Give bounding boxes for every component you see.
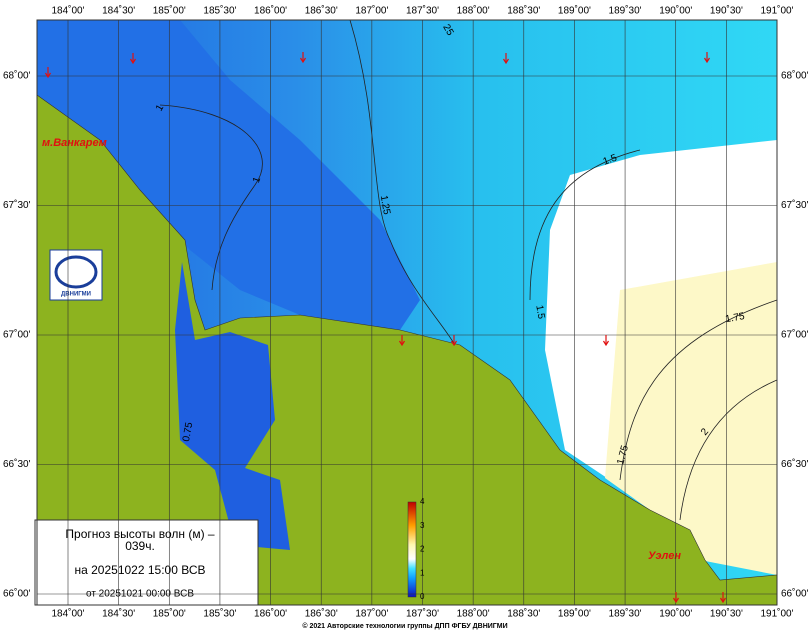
longitude-label: 187˚30' (406, 5, 439, 17)
longitude-label: 184˚00' (51, 608, 84, 620)
longitude-label: 190˚30' (710, 608, 743, 620)
latitude-label: 66˚30' (3, 458, 31, 470)
wave-arrow-head (602, 340, 610, 347)
latitude-label: 67˚30' (3, 199, 31, 211)
contour-label: 1.75 (615, 444, 631, 466)
contour-label: 1.25 (378, 194, 392, 216)
longitude-label: 187˚30' (406, 608, 439, 620)
longitude-label: 186˚30' (305, 608, 338, 620)
wave-arrow-head (502, 58, 510, 65)
longitude-label: 187˚00' (355, 5, 388, 17)
place-label: Уэлен (648, 550, 681, 562)
latitude-label: 66˚00' (781, 588, 809, 600)
wave-arrow-head (719, 597, 727, 604)
colorbar-tick: 4 (420, 497, 425, 506)
contour (159, 104, 263, 291)
longitude-label: 184˚30' (102, 608, 135, 620)
longitude-label: 188˚00' (457, 608, 490, 620)
longitude-label: 190˚00' (659, 608, 692, 620)
longitude-label: 188˚00' (457, 5, 490, 17)
longitude-label: 186˚00' (254, 5, 287, 17)
longitude-label: 190˚30' (710, 5, 743, 17)
longitude-label: 188˚30' (507, 5, 540, 17)
latitude-label: 66˚00' (3, 588, 31, 600)
contour-label: 2 (699, 426, 711, 438)
contour-label: 1 (154, 103, 167, 114)
colorbar-tick: 2 (420, 545, 425, 554)
longitude-label: 188˚30' (507, 608, 540, 620)
longitude-label: 190˚00' (659, 5, 692, 17)
contour-label: 1.75 (724, 311, 746, 325)
info-valid: на 20251022 15:00 ВСВ (75, 563, 206, 577)
colorbar-tick: 1 (420, 568, 425, 577)
longitude-label: 185˚00' (153, 5, 186, 17)
calm-zone (545, 140, 777, 480)
contour-label: 0.75 (181, 421, 195, 443)
contour-label: 25 (440, 23, 455, 39)
longitude-label: 185˚30' (203, 5, 236, 17)
deep-water (37, 20, 420, 330)
moderate-zone (605, 262, 777, 575)
contour (529, 149, 641, 301)
copyright: © 2021 Авторские технологии группы ДПП Ф… (302, 622, 507, 630)
latitude-label: 67˚30' (781, 199, 809, 211)
contour-label: 1.5 (602, 152, 619, 167)
wave-arrow-head (672, 597, 680, 604)
latitude-label: 68˚00' (3, 70, 31, 82)
wave-arrow-head (299, 57, 307, 64)
longitude-label: 191˚00' (760, 608, 793, 620)
latitude-label: 67˚00' (781, 329, 809, 341)
info-box (34, 519, 259, 606)
lagoon (175, 262, 290, 550)
wave-arrow-head (450, 340, 458, 347)
latitude-label: 67˚00' (3, 329, 31, 341)
longitude-label: 189˚00' (558, 608, 591, 620)
contour-label: 1 (251, 175, 263, 184)
longitude-label: 184˚30' (102, 5, 135, 17)
colorbar-tick: 3 (420, 521, 425, 530)
longitude-label: 184˚00' (51, 5, 84, 17)
wave-arrow-head (398, 340, 406, 347)
latitude-label: 66˚30' (781, 458, 809, 470)
colorbar-tick: 0 (420, 592, 425, 601)
info-lead: 039ч. (125, 539, 155, 553)
logo-emblem (54, 255, 98, 289)
longitude-label: 189˚30' (609, 608, 642, 620)
wave-arrow-head (703, 57, 711, 64)
wave-arrow-head (129, 58, 137, 65)
longitude-label: 189˚00' (558, 5, 591, 17)
longitude-label: 189˚30' (609, 5, 642, 17)
contour (679, 379, 778, 521)
contour-label: 1.5 (533, 304, 546, 320)
longitude-label: 186˚30' (305, 5, 338, 17)
map-frame (36, 19, 778, 606)
place-label: м.Ванкарем (42, 137, 107, 149)
longitude-label: 187˚00' (355, 608, 388, 620)
latitude-label: 68˚00' (781, 70, 809, 82)
longitude-label: 186˚00' (254, 608, 287, 620)
wave-arrow-head (44, 72, 52, 79)
contour (349, 19, 456, 346)
logo-text: ДВНИГМИ (61, 292, 91, 298)
colorbar (407, 501, 417, 598)
longitude-label: 185˚30' (203, 608, 236, 620)
info-title: Прогноз высоты волн (м) – (65, 527, 215, 541)
longitude-label: 191˚00' (760, 5, 793, 17)
longitude-label: 185˚00' (153, 608, 186, 620)
